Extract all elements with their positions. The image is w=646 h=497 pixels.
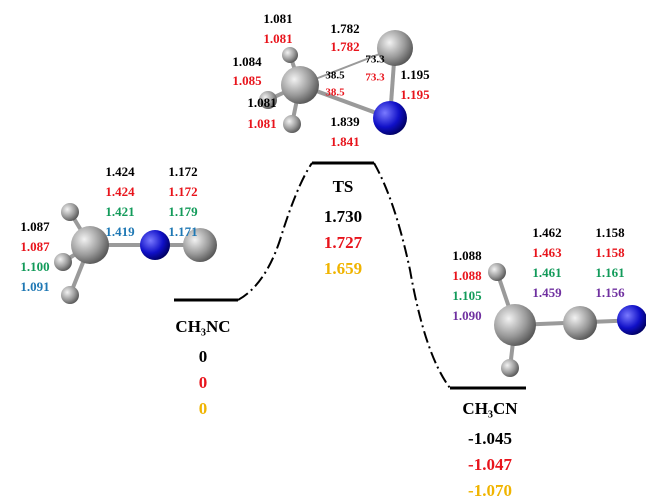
energy-label: 1.659 — [324, 259, 362, 278]
bond-label: 1.195 — [400, 87, 430, 102]
bond-label: 1.179 — [168, 204, 198, 219]
bond-label: 1.087 — [20, 239, 50, 254]
bond-label: 1.085 — [232, 73, 262, 88]
bond-label: 1.088 — [452, 268, 482, 283]
product-molecule — [488, 263, 646, 377]
bond-label: 1.459 — [532, 285, 562, 300]
energy-label: 1.727 — [324, 233, 363, 252]
bond-label: 1.841 — [330, 134, 359, 149]
bond-label: 1.081 — [263, 11, 292, 26]
bond-label: 1.105 — [452, 288, 482, 303]
bond-label: 1.161 — [595, 265, 624, 280]
bond-label: 1.091 — [20, 279, 49, 294]
bond-label: 1.424 — [105, 164, 135, 179]
energy-label: 0 — [199, 373, 208, 392]
bond-label: 1.419 — [105, 224, 135, 239]
energy-label: -1.070 — [468, 481, 512, 497]
bond-label: 1.462 — [532, 225, 561, 240]
diagram: 1.087 1.087 1.100 1.091 1.424 1.424 1.421 1.419… — [0, 0, 646, 497]
bond-label: 1.782 — [330, 39, 359, 54]
bond-label: 1.087 — [20, 219, 50, 234]
species-name: CH₃NC — [175, 317, 230, 336]
bond-label: 1.461 — [532, 265, 561, 280]
energy-label: -1.047 — [468, 455, 512, 474]
bond-label: 1.463 — [532, 245, 562, 260]
bond-label: 1.084 — [232, 54, 262, 69]
bond-label: 73.3 — [365, 72, 385, 84]
species-name: CH₃CN — [462, 399, 518, 418]
bond-label: 1.172 — [168, 164, 197, 179]
bond-label: 1.171 — [168, 224, 197, 239]
bond-label: 73.3 — [365, 54, 385, 66]
bond-label: 1.158 — [595, 225, 625, 240]
bond-label: 1.782 — [330, 21, 359, 36]
bond-label: 1.081 — [263, 31, 292, 46]
bond-label: 1.839 — [330, 114, 360, 129]
bond-label: 1.421 — [105, 204, 134, 219]
bond-label: 1.100 — [20, 259, 49, 274]
bond-label: 1.090 — [452, 308, 481, 323]
bond-label: 38.5 — [325, 87, 345, 99]
bond-label: 1.195 — [400, 67, 430, 82]
energy-label: 1.730 — [324, 207, 362, 226]
profile-path — [374, 163, 450, 388]
bond-label: 1.158 — [595, 245, 625, 260]
profile-path — [238, 163, 312, 300]
energy-label: -1.045 — [468, 429, 512, 448]
bond-label: 1.081 — [247, 116, 276, 131]
energy-label: 0 — [199, 347, 208, 366]
bond-label: 38.5 — [325, 70, 345, 82]
bond-label: 1.088 — [452, 248, 482, 263]
energy-label: 0 — [199, 399, 208, 418]
bond-label: 1.081 — [247, 95, 276, 110]
bond-label: 1.156 — [595, 285, 625, 300]
bond-label: 1.424 — [105, 184, 135, 199]
species-name: TS — [333, 177, 354, 196]
bond-label: 1.172 — [168, 184, 197, 199]
